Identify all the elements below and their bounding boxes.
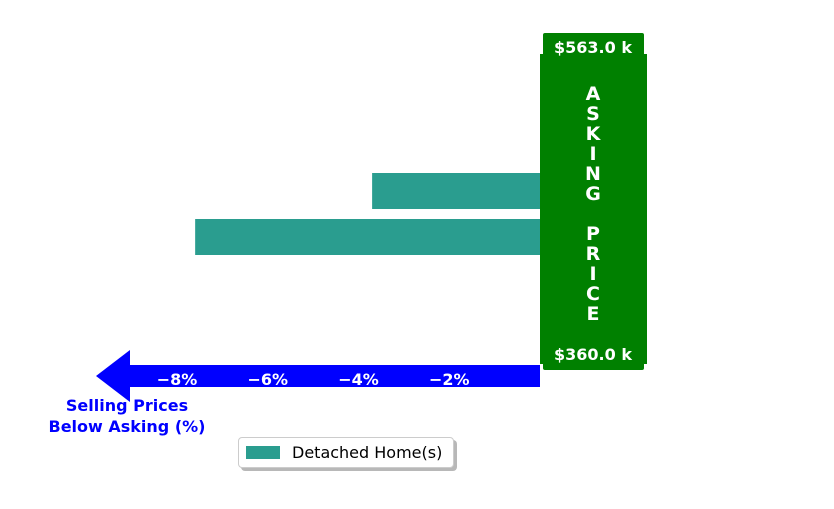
x-axis-arrow-head: [96, 350, 130, 402]
asking-letter: S: [586, 103, 600, 125]
asking-letter: A: [586, 83, 601, 105]
legend-swatch: [246, 446, 280, 459]
x-tick-label: −8%: [157, 370, 198, 389]
legend: Detached Home(s): [238, 437, 454, 468]
x-tick-labels: −8% −6% −4% −2%: [157, 370, 470, 389]
x-axis-arrow-shaft: [128, 365, 540, 387]
asking-price-box: [540, 54, 647, 364]
asking-letter: I: [589, 143, 596, 165]
x-tick-label: −2%: [429, 370, 470, 389]
asking-letter: P: [586, 223, 600, 245]
asking-letter: R: [586, 243, 601, 265]
legend-label: Detached Home(s): [292, 443, 443, 462]
top-price-box: [543, 33, 644, 61]
asking-letter: N: [585, 163, 601, 185]
x-tick-label: −6%: [247, 370, 288, 389]
asking-letter: I: [589, 263, 596, 285]
bar-1: [195, 219, 540, 255]
x-axis-title-line-1: Selling Prices: [66, 396, 188, 415]
asking-letter: K: [586, 123, 602, 145]
asking-letter: C: [586, 283, 600, 305]
x-tick-label: −4%: [338, 370, 379, 389]
x-axis-title-line-2: Below Asking (%): [49, 417, 206, 436]
bar-0: [372, 173, 540, 209]
bottom-price-box: [543, 341, 644, 370]
asking-letter: E: [587, 303, 600, 325]
bars-group: [195, 173, 540, 255]
top-price-label: $563.0 k: [554, 38, 632, 57]
asking-letter: G: [585, 183, 601, 205]
bottom-price-label: $360.0 k: [554, 345, 632, 364]
